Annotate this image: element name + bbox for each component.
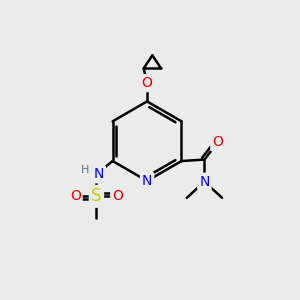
Text: N: N (142, 174, 152, 188)
Text: N: N (94, 167, 104, 181)
Text: N: N (199, 175, 210, 189)
Text: H: H (81, 165, 89, 175)
Text: O: O (212, 136, 223, 149)
Text: O: O (70, 189, 81, 203)
Text: S: S (91, 188, 102, 206)
Text: O: O (112, 189, 123, 203)
Text: O: O (142, 76, 152, 90)
